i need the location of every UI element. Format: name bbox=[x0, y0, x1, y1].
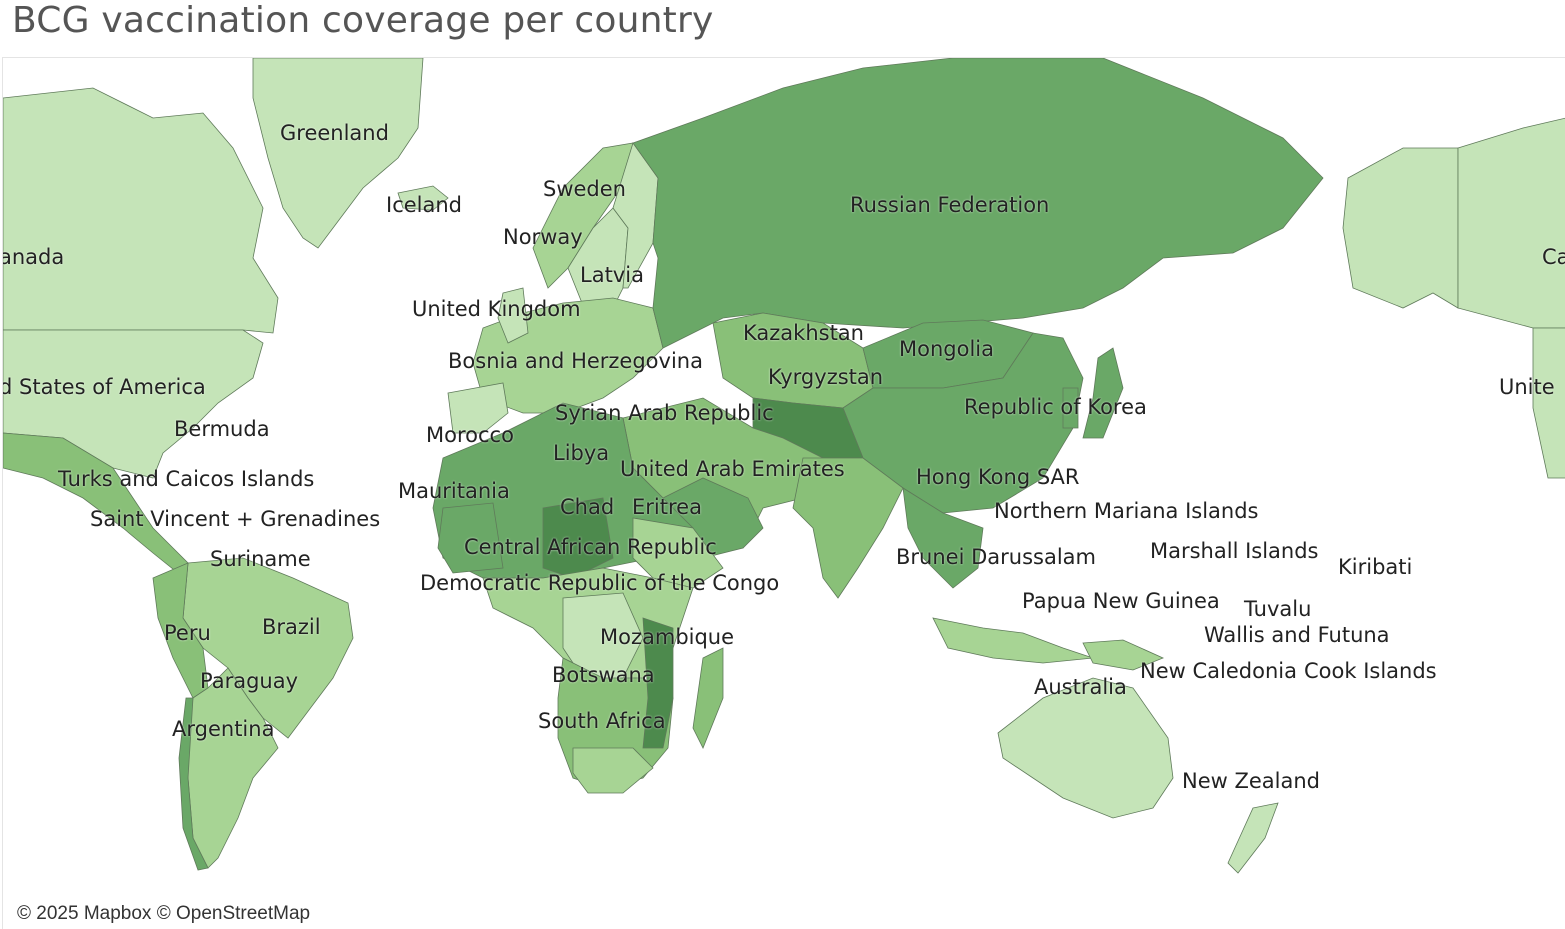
label-greenland: Greenland bbox=[280, 121, 389, 145]
country-png bbox=[1082, 639, 1165, 671]
label-nmi: Northern Mariana Islands bbox=[994, 499, 1259, 523]
label-suriname: Suriname bbox=[210, 547, 311, 571]
label-bosnia: Bosnia and Herzegovina bbox=[448, 349, 703, 373]
label-syria: Syrian Arab Republic bbox=[555, 401, 774, 425]
label-norway: Norway bbox=[503, 225, 583, 249]
country-korea bbox=[1062, 387, 1079, 429]
label-bermuda: Bermuda bbox=[174, 417, 270, 441]
country-usa-east bbox=[1532, 327, 1565, 479]
label-hong-kong: Hong Kong SAR bbox=[916, 465, 1080, 489]
country-canada bbox=[3, 87, 279, 334]
country-russia bbox=[632, 58, 1324, 349]
label-morocco: Morocco bbox=[426, 423, 514, 447]
label-car: Central African Republic bbox=[464, 535, 717, 559]
label-cook-islands: Cook Islands bbox=[1304, 659, 1437, 683]
label-libya: Libya bbox=[553, 441, 610, 465]
label-saint-vincent: Saint Vincent + Grenadines bbox=[90, 507, 381, 531]
label-peru: Peru bbox=[164, 621, 211, 645]
country-mozambique bbox=[642, 617, 674, 749]
label-paraguay: Paraguay bbox=[200, 669, 299, 693]
country-chad bbox=[542, 497, 614, 579]
label-mozambique: Mozambique bbox=[600, 625, 735, 649]
country-australia bbox=[997, 677, 1174, 819]
country-uk bbox=[497, 287, 529, 344]
country-greenland bbox=[252, 58, 424, 249]
label-uae: United Arab Emirates bbox=[620, 457, 845, 481]
label-brazil: Brazil bbox=[262, 615, 321, 639]
region-se-asia bbox=[902, 487, 984, 589]
country-india bbox=[792, 457, 904, 599]
country-chile bbox=[178, 697, 209, 871]
country-new-zealand bbox=[1227, 802, 1279, 874]
map-attribution[interactable]: © 2025 Mapbox © OpenStreetMap bbox=[11, 901, 317, 927]
country-madagascar bbox=[692, 647, 724, 749]
label-tuvalu: Tuvalu bbox=[1244, 597, 1312, 621]
label-canada-left: anada bbox=[2, 245, 65, 269]
map-shapes bbox=[3, 58, 1565, 874]
country-canada-east bbox=[1457, 117, 1565, 329]
map-canvas[interactable]: Greenland Iceland Sweden Norway Latvia U… bbox=[2, 57, 1565, 929]
label-argentina: Argentina bbox=[172, 717, 275, 741]
label-marshall: Marshall Islands bbox=[1150, 539, 1319, 563]
label-botswana: Botswana bbox=[552, 663, 655, 687]
country-japan bbox=[1082, 347, 1124, 439]
label-turks-caicos: Turks and Caicos Islands bbox=[58, 467, 315, 491]
label-mauritania: Mauritania bbox=[398, 479, 510, 503]
country-iceland bbox=[397, 185, 449, 211]
page-title: BCG vaccination coverage per country bbox=[12, 0, 714, 41]
label-wallis: Wallis and Futuna bbox=[1204, 623, 1390, 647]
label-iceland: Iceland bbox=[386, 193, 463, 217]
label-mongolia: Mongolia bbox=[899, 337, 994, 361]
country-south-africa bbox=[572, 747, 654, 794]
label-kyrgyzstan: Kyrgyzstan bbox=[768, 365, 884, 389]
label-kazakhstan: Kazakhstan bbox=[743, 321, 864, 345]
label-canada-right: Ca bbox=[1542, 245, 1565, 269]
region-indonesia bbox=[932, 617, 1094, 664]
label-drc: Democratic Republic of the Congo bbox=[420, 571, 780, 595]
label-new-zealand: New Zealand bbox=[1182, 769, 1320, 793]
label-latvia: Latvia bbox=[580, 263, 644, 287]
label-usa-left: d States of America bbox=[2, 375, 206, 399]
label-korea: Republic of Korea bbox=[964, 395, 1147, 419]
label-eritrea: Eritrea bbox=[632, 495, 702, 519]
label-sweden: Sweden bbox=[543, 177, 626, 201]
country-usa-alaska bbox=[1342, 147, 1459, 309]
label-new-caledonia: New Caledonia bbox=[1140, 659, 1297, 683]
label-usa-right: Unite bbox=[1499, 375, 1555, 399]
label-kiribati: Kiribati bbox=[1338, 555, 1413, 579]
label-australia: Australia bbox=[1034, 675, 1127, 699]
country-iberia bbox=[447, 382, 509, 434]
label-united-kingdom: United Kingdom bbox=[412, 297, 581, 321]
country-mauritania bbox=[437, 502, 504, 574]
label-chad: Chad bbox=[560, 495, 615, 519]
label-south-africa: South Africa bbox=[538, 709, 666, 733]
label-brunei: Brunei Darussalam bbox=[896, 545, 1096, 569]
label-russia: Russian Federation bbox=[850, 193, 1050, 217]
country-brazil bbox=[182, 557, 354, 739]
label-png: Papua New Guinea bbox=[1022, 589, 1220, 613]
